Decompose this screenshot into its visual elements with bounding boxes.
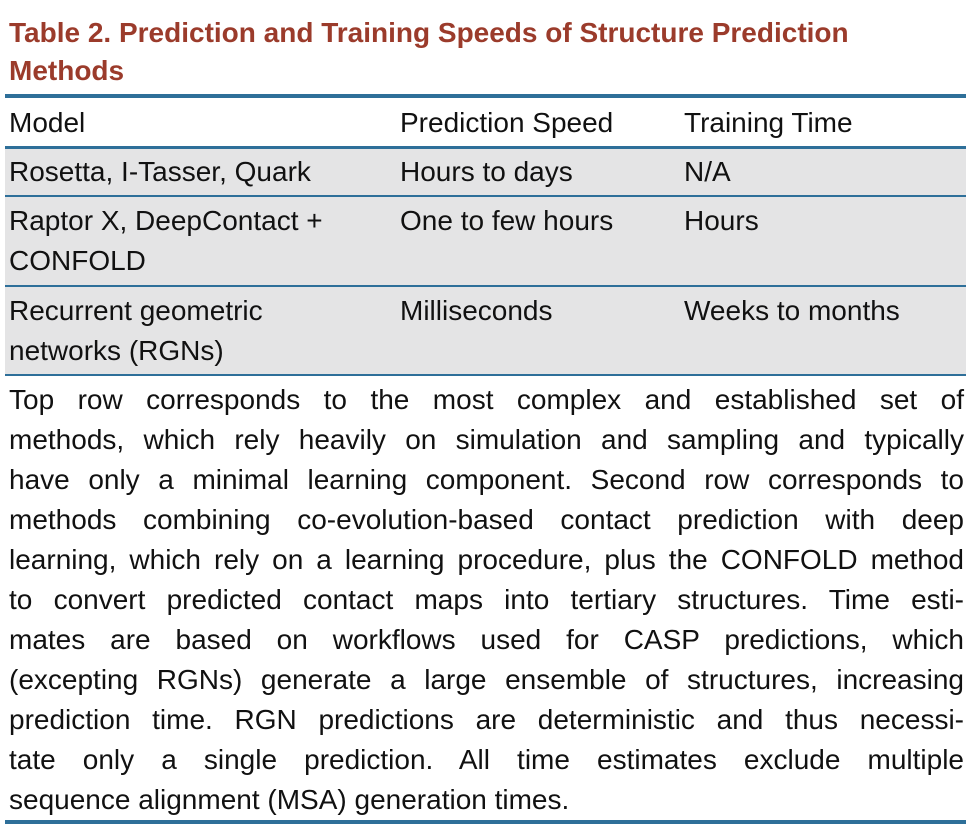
row-1-model: Rosetta, I-Tasser, Quark <box>9 156 311 187</box>
row-2-prediction-speed: One to few hours <box>400 205 614 236</box>
table-row <box>5 197 966 285</box>
header-rule <box>5 146 966 149</box>
footnote-line: have only a minimal learning component. … <box>9 464 964 495</box>
row-3-training-time: Weeks to months <box>684 295 900 326</box>
footnote-line: tate only a single prediction. All time … <box>9 744 964 775</box>
header-model: Model <box>9 107 86 138</box>
table-bottom-rule <box>5 820 966 824</box>
footnote-line: learning, which rely on a learning proce… <box>9 544 964 575</box>
table-top-rule <box>5 94 966 98</box>
caption-line-2: Methods <box>9 55 125 86</box>
table-caption: Table 2. Prediction and Training Speeds … <box>9 14 964 90</box>
table-body-bottom-rule <box>5 374 966 376</box>
row-separator <box>5 195 966 197</box>
row-2-model-line-2: CONFOLD <box>9 245 146 276</box>
caption-line-1: Table 2. Prediction and Training Speeds … <box>9 17 849 48</box>
footnote-line: methods combining co-evolution-based con… <box>9 504 964 535</box>
row-3-model-line-1: Recurrent geometric <box>9 295 263 326</box>
row-1-training-time: N/A <box>684 156 731 187</box>
footnote-line: methods, which rely heavily on simulatio… <box>9 424 964 455</box>
footnote-line: (excepting RGNs) generate a large ensemb… <box>9 664 964 695</box>
footnote-line: to convert predicted contact maps into t… <box>9 584 964 615</box>
row-3-prediction-speed: Milliseconds <box>400 295 553 326</box>
table-row <box>5 287 966 374</box>
row-3-model-line-2: networks (RGNs) <box>9 335 224 366</box>
footnote-line: sequence alignment (MSA) generation time… <box>9 784 570 815</box>
footnote-line: mates are based on workflows used for CA… <box>9 624 964 655</box>
footnote-line: prediction time. RGN predictions are det… <box>9 704 964 735</box>
row-separator <box>5 285 966 287</box>
header-training-time: Training Time <box>684 107 853 138</box>
row-2-model-line-1: Raptor X, DeepContact + <box>9 205 323 236</box>
table-footnote: Top row corresponds to the most complex … <box>9 380 964 820</box>
row-2-training-time: Hours <box>684 205 759 236</box>
table-row <box>5 149 966 195</box>
header-prediction-speed: Prediction Speed <box>400 107 614 138</box>
row-1-prediction-speed: Hours to days <box>400 156 573 187</box>
footnote-line: Top row corresponds to the most complex … <box>9 384 964 415</box>
